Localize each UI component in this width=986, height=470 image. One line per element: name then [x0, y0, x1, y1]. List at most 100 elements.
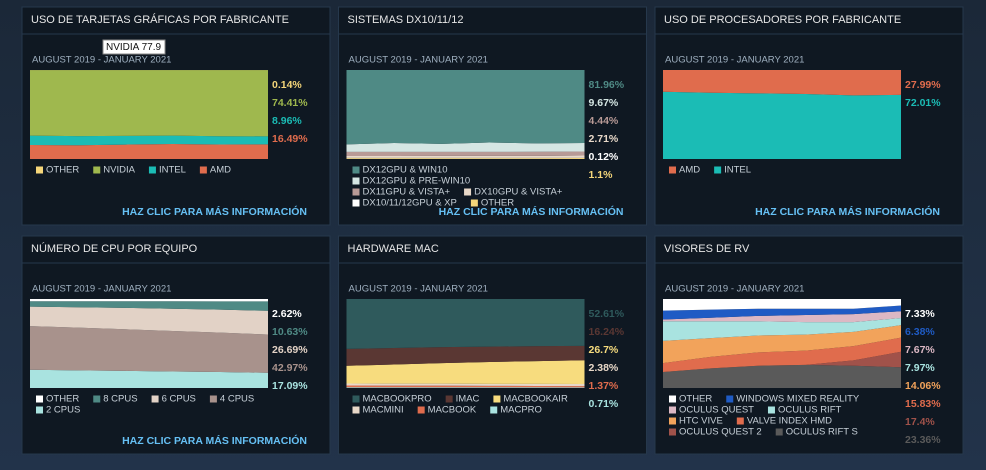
- legend-swatch: [209, 395, 217, 403]
- legend-label: WINDOWS MIXED REALITY: [736, 394, 860, 405]
- value-label: 2.62%: [272, 308, 302, 320]
- legend-swatch: [470, 199, 478, 207]
- panel-title: HARDWARE MAC: [348, 243, 439, 255]
- area: [663, 299, 901, 311]
- value-label: 2.71%: [589, 133, 619, 145]
- area: [346, 155, 585, 158]
- legend-swatch: [464, 188, 472, 196]
- legend-label: 4 CPUS: [220, 394, 254, 405]
- legend-label: 8 CPUS: [103, 394, 137, 405]
- legend-swatch: [352, 177, 360, 185]
- value-label: 17.09%: [272, 380, 308, 392]
- legend-label: INTEL: [724, 165, 751, 176]
- area: [663, 337, 901, 372]
- value-label: 10.63%: [272, 326, 308, 338]
- area: [30, 306, 268, 335]
- panel-title: NÚMERO DE CPU POR EQUIPO: [31, 242, 198, 255]
- area: [663, 318, 901, 341]
- legend-swatch: [36, 395, 43, 403]
- more-info-link[interactable]: HAZ CLIC PARA MÁS INFORMACIÓN: [439, 205, 624, 218]
- legend-swatch: [352, 395, 360, 403]
- area: [346, 383, 585, 387]
- legend-label: DX10/11/12GPU & XP: [363, 198, 457, 209]
- tooltip-text: NVIDIA 77.9: [106, 42, 161, 53]
- legend-label: OTHER: [46, 394, 79, 405]
- legend-label: 6 CPUS: [162, 394, 196, 405]
- legend-swatch: [36, 166, 43, 174]
- area: [663, 364, 901, 388]
- area: [663, 351, 901, 372]
- legend-label: VALVE INDEX HMD: [747, 416, 832, 427]
- area: [346, 360, 585, 385]
- legend-swatch: [36, 406, 43, 414]
- more-info-link[interactable]: HAZ CLIC PARA MÁS INFORMACIÓN: [122, 205, 307, 218]
- area: [663, 305, 901, 320]
- legend-label: DX12GPU & WIN10: [363, 165, 448, 176]
- legend-swatch: [493, 395, 501, 403]
- area: [346, 385, 585, 388]
- panel-title: USO DE PROCESADORES POR FABRICANTE: [664, 14, 901, 26]
- legend-swatch: [93, 395, 101, 403]
- value-label: 27.99%: [905, 79, 941, 91]
- area: [30, 369, 268, 388]
- legend-label: INTEL: [159, 165, 186, 176]
- panel-title: VISORES DE RV: [664, 243, 750, 255]
- value-label: 8.96%: [272, 115, 302, 127]
- date-range: AUGUST 2019 - JANUARY 2021: [665, 55, 804, 66]
- legend-swatch: [669, 406, 676, 414]
- area: [346, 158, 585, 159]
- legend-swatch: [669, 417, 676, 425]
- legend-swatch: [669, 395, 676, 403]
- area: [663, 311, 901, 323]
- more-info-link[interactable]: HAZ CLIC PARA MÁS INFORMACIÓN: [755, 205, 940, 218]
- value-label: 17.4%: [905, 416, 935, 428]
- legend-swatch: [352, 188, 360, 196]
- legend-swatch: [199, 166, 207, 174]
- date-range: AUGUST 2019 - JANUARY 2021: [32, 284, 171, 295]
- area: [346, 142, 585, 152]
- area: [30, 70, 268, 137]
- value-label: 81.96%: [589, 79, 625, 91]
- value-label: 42.97%: [272, 362, 308, 374]
- legend-label: OCULUS RIFT S: [786, 427, 858, 438]
- date-range: AUGUST 2019 - JANUARY 2021: [32, 55, 171, 66]
- legend-swatch: [767, 406, 775, 414]
- area: [346, 70, 585, 145]
- area: [663, 91, 901, 159]
- value-label: 7.67%: [905, 344, 935, 356]
- value-label: 1.1%: [589, 169, 614, 181]
- legend-swatch: [775, 428, 783, 436]
- legend-label: MACPRO: [500, 405, 542, 416]
- more-info-link[interactable]: HAZ CLIC PARA MÁS INFORMACIÓN: [122, 434, 307, 447]
- legend-label: DX10GPU & VISTA+: [474, 187, 563, 198]
- legend-label: OCULUS QUEST 2: [679, 427, 762, 438]
- legend-swatch: [93, 166, 101, 174]
- area: [30, 326, 268, 373]
- legend-label: HTC VIVE: [679, 416, 723, 427]
- area: [346, 298, 585, 349]
- area: [663, 70, 901, 96]
- legend-label: MACMINI: [363, 405, 404, 416]
- legend-swatch: [490, 406, 498, 414]
- legend-swatch: [148, 166, 156, 174]
- legend-swatch: [445, 395, 453, 403]
- legend-label: OTHER: [46, 165, 79, 176]
- value-label: 7.33%: [905, 308, 935, 320]
- area: [663, 325, 901, 364]
- legend-label: DX12GPU & PRE-WIN10: [363, 176, 471, 187]
- area: [30, 301, 268, 311]
- tooltip-box: [102, 39, 166, 55]
- legend-swatch: [726, 395, 734, 403]
- date-range: AUGUST 2019 - JANUARY 2021: [665, 284, 804, 295]
- value-label: 4.44%: [589, 115, 619, 127]
- panel-title: SISTEMAS DX10/11/12: [348, 14, 464, 26]
- area: [346, 151, 585, 156]
- value-label: 6.38%: [905, 326, 935, 338]
- area: [30, 299, 268, 302]
- legend-swatch: [736, 417, 744, 425]
- value-label: 16.49%: [272, 133, 308, 145]
- legend-swatch: [352, 406, 360, 414]
- value-label: 0.71%: [589, 398, 619, 410]
- value-label: 14.06%: [905, 380, 941, 392]
